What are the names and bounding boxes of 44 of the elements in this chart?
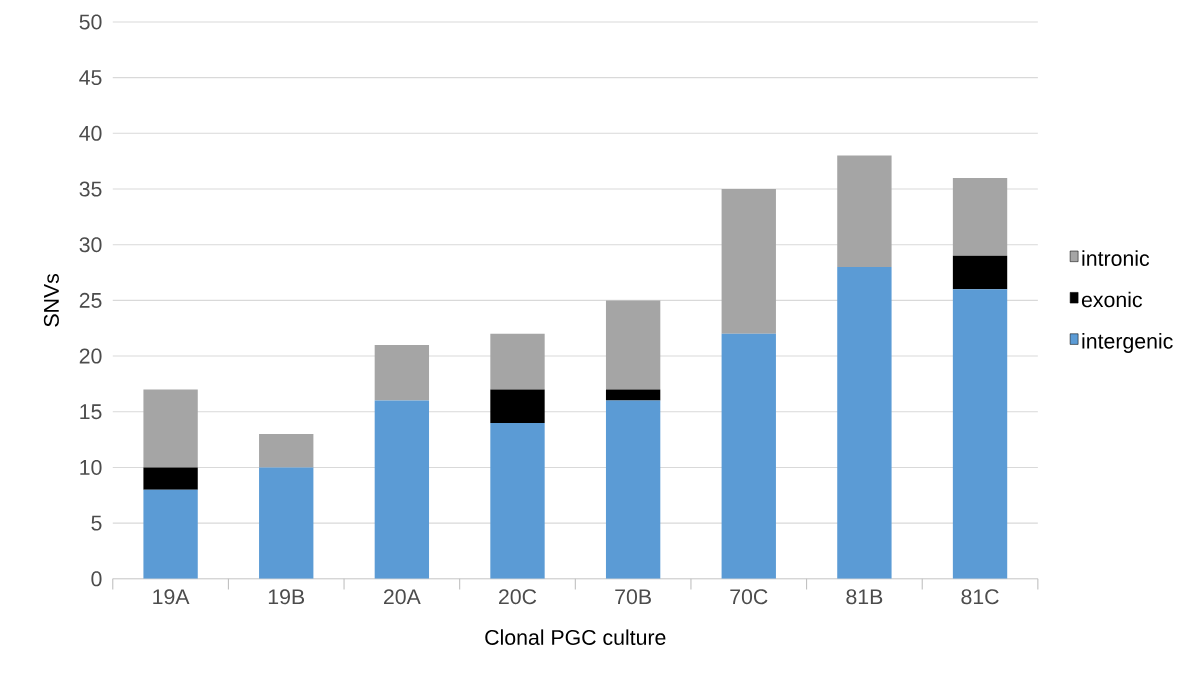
x-tick-label: 20C xyxy=(499,589,537,605)
bar xyxy=(605,300,661,390)
bar xyxy=(721,334,776,580)
bar xyxy=(143,389,198,468)
bar xyxy=(143,467,198,490)
y-tick-label: 35 xyxy=(79,181,102,197)
bar xyxy=(374,400,430,580)
bar xyxy=(837,267,892,580)
y-tick-label: 10 xyxy=(80,460,102,476)
bar xyxy=(721,189,776,334)
x-tick-label: 20A xyxy=(383,589,421,605)
legend-label: intronic xyxy=(1082,250,1150,267)
bar xyxy=(490,334,545,390)
bar xyxy=(490,389,545,424)
y-axis-title: SNVs xyxy=(43,274,59,327)
bar xyxy=(837,155,892,268)
bar xyxy=(490,423,545,580)
y-tick-label: 40 xyxy=(79,126,102,142)
x-tick-label: 70C xyxy=(730,589,768,605)
bar xyxy=(259,467,314,580)
legend-label: exonic xyxy=(1081,291,1142,308)
x-tick-label: 81C xyxy=(961,589,999,605)
bar xyxy=(952,178,1008,257)
x-tick-label: 81B xyxy=(846,589,883,605)
bar xyxy=(143,489,198,580)
y-tick-label: 30 xyxy=(79,237,102,253)
y-tick-label: 15 xyxy=(80,404,102,420)
x-tick-label: 70B xyxy=(615,589,651,605)
x-tick-label: 19B xyxy=(268,589,305,605)
bar xyxy=(952,256,1008,290)
x-axis-title: Clonal PGC culture xyxy=(485,629,666,646)
y-tick-label: 20 xyxy=(79,348,102,364)
legend-label: intergenic xyxy=(1082,333,1173,354)
y-tick-label: 0 xyxy=(91,571,102,587)
y-tick-label: 5 xyxy=(91,515,102,531)
bar xyxy=(259,434,314,468)
bar xyxy=(374,345,430,401)
bar xyxy=(952,289,1008,580)
x-tick-label: 19A xyxy=(153,589,190,605)
y-tick-label: 45 xyxy=(79,70,102,86)
y-tick-label: 25 xyxy=(79,293,102,309)
bar xyxy=(605,400,661,580)
bar xyxy=(605,389,661,401)
y-tick-label: 50 xyxy=(79,14,102,30)
